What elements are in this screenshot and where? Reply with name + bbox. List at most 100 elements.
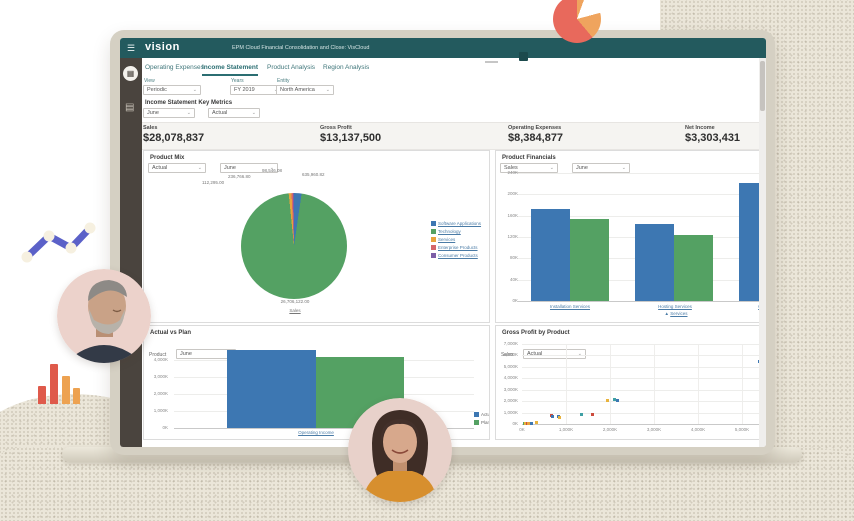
period-dropdown[interactable]: June ⌄ [143,108,195,118]
bar-actual[interactable] [635,224,674,301]
product-mix-legend: Software Applications Technology Services E… [431,221,481,261]
y-axis-tick-label: 7,000K [503,341,518,346]
scrollbar-thumb[interactable] [760,61,765,111]
y-axis-tick-label: 1,000K [503,409,518,415]
legend-label: Software Applications [438,221,482,226]
x-axis-tick-label: 2,000K [602,427,618,432]
gridline [742,344,743,424]
y-axis-tick-label: 0K [512,298,518,303]
product-mix-panel: Product Mix Actual ⌄ June ⌄ 112,295.00 2… [143,150,490,323]
tab-product-analysis[interactable]: Product Analysis [267,64,316,71]
chevron-down-icon: ⌄ [621,164,626,171]
legend-item[interactable]: Plan [474,420,489,425]
pie-axis-link[interactable]: Sales [289,308,301,313]
legend-item[interactable]: Software Applications [431,221,481,226]
tab-operating-expenses[interactable]: Operating Expenses [145,64,204,71]
legend-item[interactable]: Actual [474,412,489,417]
photo-woman [348,398,452,502]
legend-label: Consumer Products [438,253,478,258]
entity-dropdown[interactable]: North America ⌄ [276,85,334,95]
bar-plan[interactable] [674,234,713,301]
product-financials-measure-dropdown[interactable]: Sales ⌄ [500,163,558,173]
years-dropdown[interactable]: FY 2019 ⌄ [230,85,282,95]
legend-swatch [431,245,436,250]
view-dropdown[interactable]: Periodic ⌄ [143,85,201,95]
chevron-down-icon: ⌄ [549,164,554,171]
gross-profit-plot [522,344,766,426]
pie-data-label: 98,546.08 [262,168,283,173]
tab-region-analysis[interactable]: Region Analysis [323,64,370,71]
category-label[interactable]: Operating Income [298,430,334,435]
gridline [698,344,699,424]
vertical-scrollbar[interactable] [759,58,766,447]
y-axis-tick-label: 3,000K [503,386,518,392]
app-screen: ☰ vision EPM Cloud Financial Consolidati… [120,38,766,447]
scatter-point[interactable] [527,421,531,425]
key-metrics-title: Income Statement Key Metrics [145,100,233,106]
period-value: June [147,110,159,116]
drill-up-label: Services [670,311,688,316]
product-financials-period-dropdown[interactable]: June ⌄ [572,163,630,173]
metric-operating-expenses-label: Operating Expenses [508,125,562,131]
dropdown-value: June [180,351,192,357]
bar-actual[interactable] [531,209,570,301]
product-mix-pie[interactable] [241,193,347,299]
product-financials-plot [518,173,766,302]
dropdown-value: Sales [504,165,518,171]
scenario-dropdown[interactable]: Actual ⌄ [208,108,260,118]
chevron-down-icon: ⌄ [197,164,202,171]
dashboard-icon[interactable]: ▦ [123,66,138,81]
scatter-point[interactable] [606,399,610,403]
bar-actual[interactable] [227,349,316,428]
legend-item[interactable]: Technology [431,229,481,234]
pov-grid-button[interactable] [519,52,528,61]
legend-item[interactable]: Enterprise Products [431,245,481,250]
app-title: EPM Cloud Financial Consolidation and Cl… [232,45,370,51]
scatter-point[interactable] [551,415,555,419]
scatter-point[interactable] [557,415,561,419]
product-financials-panel: Product Financials Sales ⌄ June ⌄ ▲ Serv… [495,150,766,323]
y-axis-tick-label: 1,000K [153,408,168,413]
gridline [522,389,766,391]
metric-net-income-label: Net Income [685,125,715,131]
gross-profit-scenario-dropdown[interactable]: Actual ⌄ [523,349,586,359]
app-sidebar: ▦ ▤ [120,58,142,447]
y-axis-tick-label: 3,000K [153,374,168,379]
report-icon[interactable]: ▤ [125,102,135,113]
dropdown-value: Actual [527,351,543,357]
y-axis-tick-label: 5,000K [503,363,518,369]
scatter-point[interactable] [590,412,594,416]
gridline [654,344,655,424]
scatter-point[interactable] [579,413,583,417]
product-mix-scenario-dropdown[interactable]: Actual ⌄ [148,163,206,173]
category-label[interactable]: Installation Services [549,304,591,309]
bar-plan[interactable] [570,218,609,301]
hamburger-menu-icon[interactable]: ☰ [127,43,136,53]
scatter-point[interactable] [615,399,619,403]
y-axis-tick-label: 120K [507,234,518,239]
chevron-down-icon: ⌄ [274,87,278,93]
gridline [522,344,766,345]
legend-item[interactable]: Consumer Products [431,253,481,258]
scatter-point[interactable] [535,420,538,424]
tab-income-statement[interactable]: Income Statement [202,64,258,76]
scatter-point[interactable] [524,422,528,425]
legend-item[interactable]: Services [431,237,481,242]
legend-swatch [474,420,479,425]
y-axis-tick-label: 80K [509,255,518,261]
product-mix-period-dropdown[interactable]: June ⌄ [220,163,278,173]
drill-up-link[interactable]: ▲ Services [636,311,716,316]
decorative-bar-chart-icon [36,360,84,404]
decorative-pie-icon [553,0,601,43]
legend-swatch [474,412,479,417]
metric-gross-profit-value: $13,137,500 [320,132,382,144]
legend-swatch [431,253,436,258]
y-axis-tick-label: 40K [509,276,518,282]
category-label[interactable]: Hosting Services [658,304,692,309]
filter-entity-label: Entity [277,78,290,84]
y-axis-tick-label: 160K [507,212,518,218]
product-label: Product [149,352,167,358]
scatter-point[interactable] [612,398,616,402]
scatter-point[interactable] [529,421,533,425]
